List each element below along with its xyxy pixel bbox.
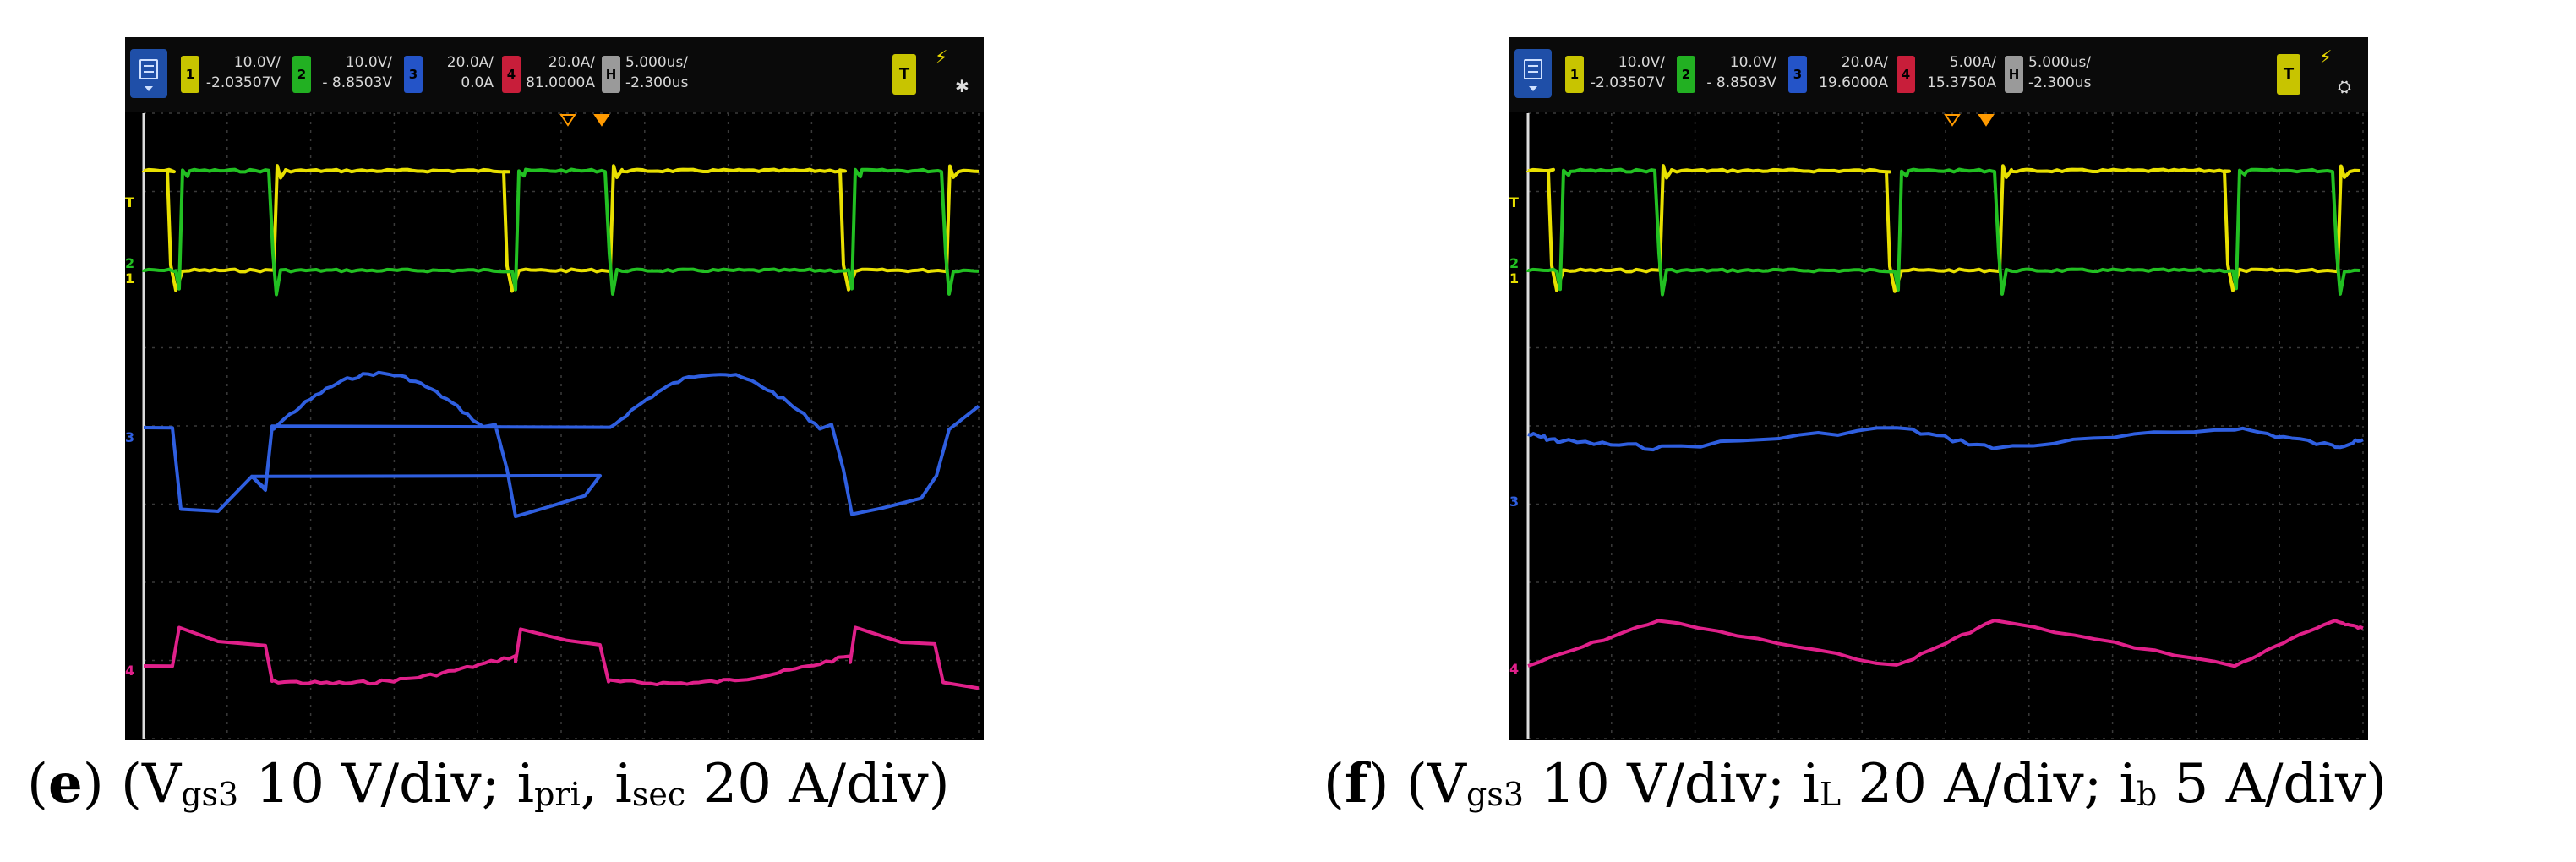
series-label-isec-e: isec: [291, 595, 347, 629]
ch2-level-marker-e: 2: [125, 255, 135, 271]
series-label-vgs4-e: Vgs4: [624, 203, 696, 237]
ch1-ground-marker-e: 1: [125, 270, 135, 286]
series-label-il-f: iL: [1721, 453, 1745, 487]
vgs3-trace-e: [142, 164, 980, 293]
menu-icon: [139, 59, 158, 79]
trigger-edge-icon: ⚡: [2319, 47, 2333, 68]
ib-trace-f: [1527, 619, 2364, 668]
trigger-mode-icon: ✱: [955, 76, 969, 96]
ch4-readout-e: 20.0A/81.0000A: [526, 54, 595, 91]
scope-toolbar-f: 1 10.0V/-2.03507V 2 10.0V/- 8.8503V 3 20…: [1509, 37, 2368, 112]
trigger-position-marker: [559, 114, 576, 127]
ch3-readout-e: 20.0A/0.0A: [446, 54, 494, 91]
ch4-chip-e[interactable]: 4: [502, 56, 521, 93]
caption-e: (e) (Vgs3 10 V/div; ipri, isec 20 A/div): [27, 752, 950, 816]
horizontal-chip-e[interactable]: H: [602, 56, 620, 93]
series-label-ib-f: ib: [1716, 571, 1743, 605]
series-label-ipri-e: ipri: [316, 438, 363, 472]
waveform-plot-e: [142, 112, 980, 739]
vgs4-trace-f: [1526, 167, 2360, 297]
ch3-chip-e[interactable]: 3: [404, 56, 423, 93]
horizontal-readout-f: 5.000us/-2.300us: [2028, 54, 2092, 91]
il-trace-f: [1527, 426, 2364, 452]
trigger-chip-e[interactable]: T: [892, 54, 916, 95]
chevron-down-icon: [1529, 86, 1537, 91]
series-label-vgs3-f: Vgs3: [1673, 203, 1745, 237]
vgs3-trace-f: [1526, 164, 2360, 293]
ch1-chip-e[interactable]: 1: [181, 56, 199, 93]
menu-button-e[interactable]: [130, 49, 167, 98]
ch2-readout-f: 10.0V/- 8.8503V: [1706, 54, 1776, 91]
ch2-chip-f[interactable]: 2: [1677, 56, 1695, 93]
ch2-chip-e[interactable]: 2: [292, 56, 311, 93]
scope-toolbar-e: 1 10.0V/-2.03507V 2 10.0V/- 8.8503V 3 20…: [125, 37, 984, 112]
ch3-level-marker-f: 3: [1509, 494, 1520, 510]
ch1-readout-e: 10.0V/-2.03507V: [205, 54, 281, 91]
grid-f: [1526, 112, 2364, 739]
ch4-level-marker-e: 4: [125, 663, 135, 679]
scope-screen-e: 1 10.0V/-2.03507V 2 10.0V/- 8.8503V 3 20…: [125, 37, 984, 740]
ch1-ground-marker-f: 1: [1509, 270, 1520, 286]
ch1-level-marker-e: T: [125, 194, 134, 210]
ch4-level-marker-f: 4: [1509, 661, 1520, 677]
vgs4-trace-e: [142, 167, 980, 297]
ipri-trace-e: [143, 370, 980, 519]
ch4-chip-f[interactable]: 4: [1897, 56, 1915, 93]
scope-screen-f: 1 10.0V/-2.03507V 2 10.0V/- 8.8503V 3 20…: [1509, 37, 2368, 740]
horizontal-readout-e: 5.000us/-2.300us: [625, 54, 689, 91]
isec-trace-e: [143, 625, 980, 690]
series-label-vgs3-e: Vgs3: [297, 203, 369, 237]
trigger-chip-f[interactable]: T: [2277, 54, 2300, 95]
ch1-level-marker-f: T: [1509, 194, 1519, 210]
trigger-position-marker: [1944, 114, 1961, 127]
menu-button-f[interactable]: [1514, 49, 1552, 98]
caption-f: (f) (Vgs3 10 V/div; iL 20 A/div; ib 5 A/…: [1323, 752, 2388, 816]
ch2-readout-e: 10.0V/- 8.8503V: [322, 54, 392, 91]
ch3-chip-f[interactable]: 3: [1788, 56, 1807, 93]
menu-icon: [1524, 59, 1542, 79]
trigger-edge-icon: ⚡: [935, 47, 948, 68]
waveform-plot-f: [1526, 112, 2364, 739]
ch2-level-marker-f: 2: [1509, 255, 1520, 271]
trigger-position-marker: [1978, 114, 1995, 127]
series-label-vgs4-f: Vgs4: [2025, 198, 2097, 232]
trigger-position-marker: [593, 114, 610, 127]
horizontal-chip-f[interactable]: H: [2005, 56, 2023, 93]
ch1-chip-f[interactable]: 1: [1565, 56, 1584, 93]
trigger-mode-icon: ⛭: [2338, 76, 2351, 96]
ch3-readout-f: 20.0A/19.6000A: [1819, 54, 1888, 91]
ch3-level-marker-e: 3: [125, 429, 135, 445]
ch4-readout-f: 5.00A/15.3750A: [1927, 54, 1996, 91]
chevron-down-icon: [145, 86, 153, 91]
ch1-readout-f: 10.0V/-2.03507V: [1590, 54, 1665, 91]
